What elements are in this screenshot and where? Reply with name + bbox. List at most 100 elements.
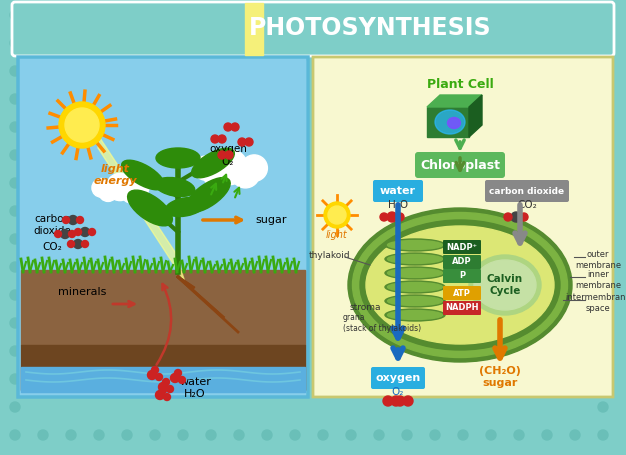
Circle shape bbox=[231, 123, 239, 131]
Circle shape bbox=[81, 228, 90, 237]
Circle shape bbox=[10, 402, 20, 412]
Ellipse shape bbox=[474, 260, 536, 310]
Circle shape bbox=[148, 370, 156, 379]
Circle shape bbox=[178, 376, 185, 384]
Ellipse shape bbox=[192, 148, 234, 178]
Circle shape bbox=[403, 396, 413, 406]
Text: oxygen: oxygen bbox=[376, 373, 421, 383]
Circle shape bbox=[10, 430, 20, 440]
Circle shape bbox=[346, 10, 356, 20]
Ellipse shape bbox=[385, 295, 445, 307]
Text: grana
(stack of thylakoids): grana (stack of thylakoids) bbox=[343, 313, 421, 333]
Text: outer
membrane: outer membrane bbox=[575, 250, 621, 270]
Circle shape bbox=[10, 374, 20, 384]
Ellipse shape bbox=[387, 254, 443, 263]
Circle shape bbox=[598, 206, 608, 216]
Circle shape bbox=[598, 290, 608, 300]
Text: intermembrane
space: intermembrane space bbox=[565, 293, 626, 313]
Circle shape bbox=[121, 181, 143, 203]
Circle shape bbox=[10, 262, 20, 272]
Text: ATP: ATP bbox=[453, 288, 471, 298]
Circle shape bbox=[178, 10, 188, 20]
FancyBboxPatch shape bbox=[12, 2, 614, 56]
Ellipse shape bbox=[186, 177, 230, 212]
FancyBboxPatch shape bbox=[371, 367, 425, 389]
Circle shape bbox=[598, 430, 608, 440]
Polygon shape bbox=[427, 95, 482, 107]
Circle shape bbox=[10, 318, 20, 328]
Text: stroma: stroma bbox=[350, 303, 381, 312]
Bar bbox=[427, 107, 469, 137]
Circle shape bbox=[155, 390, 165, 399]
Circle shape bbox=[122, 10, 132, 20]
Text: thylakoid: thylakoid bbox=[309, 251, 351, 259]
Circle shape bbox=[68, 216, 78, 224]
Text: CO₂: CO₂ bbox=[517, 200, 537, 210]
Circle shape bbox=[514, 10, 524, 20]
Circle shape bbox=[598, 178, 608, 188]
Circle shape bbox=[175, 369, 182, 376]
Circle shape bbox=[10, 178, 20, 188]
Text: CO₂: CO₂ bbox=[42, 242, 62, 252]
Ellipse shape bbox=[387, 297, 443, 305]
Circle shape bbox=[486, 430, 496, 440]
Circle shape bbox=[10, 346, 20, 356]
Circle shape bbox=[10, 38, 20, 48]
Text: water: water bbox=[380, 186, 416, 196]
Circle shape bbox=[106, 173, 133, 201]
Circle shape bbox=[150, 430, 160, 440]
Circle shape bbox=[387, 212, 397, 222]
Circle shape bbox=[65, 108, 99, 142]
Circle shape bbox=[234, 430, 244, 440]
Circle shape bbox=[598, 318, 608, 328]
Circle shape bbox=[206, 10, 216, 20]
Circle shape bbox=[458, 430, 468, 440]
Text: H₂O: H₂O bbox=[184, 389, 206, 399]
Circle shape bbox=[598, 66, 608, 76]
Ellipse shape bbox=[387, 283, 443, 292]
Circle shape bbox=[68, 241, 74, 248]
Circle shape bbox=[486, 10, 496, 20]
Circle shape bbox=[155, 374, 163, 380]
Polygon shape bbox=[98, 135, 185, 282]
Circle shape bbox=[318, 10, 328, 20]
Text: oxygen: oxygen bbox=[209, 144, 247, 154]
Circle shape bbox=[514, 430, 524, 440]
Circle shape bbox=[193, 156, 218, 180]
Circle shape bbox=[598, 346, 608, 356]
Circle shape bbox=[63, 217, 69, 223]
Text: sugar: sugar bbox=[255, 215, 287, 225]
FancyBboxPatch shape bbox=[373, 180, 423, 202]
Ellipse shape bbox=[385, 281, 445, 293]
Ellipse shape bbox=[448, 117, 461, 128]
FancyBboxPatch shape bbox=[18, 57, 308, 397]
Circle shape bbox=[92, 178, 111, 197]
Text: water: water bbox=[179, 377, 211, 387]
Circle shape bbox=[128, 177, 149, 198]
Circle shape bbox=[10, 94, 20, 104]
Circle shape bbox=[10, 10, 20, 20]
FancyBboxPatch shape bbox=[415, 152, 505, 178]
FancyBboxPatch shape bbox=[443, 269, 481, 283]
Ellipse shape bbox=[387, 310, 443, 319]
Circle shape bbox=[10, 290, 20, 300]
Circle shape bbox=[542, 10, 552, 20]
Circle shape bbox=[511, 212, 521, 222]
Circle shape bbox=[178, 430, 188, 440]
Circle shape bbox=[598, 122, 608, 132]
Ellipse shape bbox=[360, 220, 560, 350]
Circle shape bbox=[163, 379, 170, 385]
Circle shape bbox=[598, 150, 608, 160]
Text: minerals: minerals bbox=[58, 287, 106, 297]
Circle shape bbox=[238, 138, 246, 146]
Circle shape bbox=[10, 66, 20, 76]
Circle shape bbox=[163, 394, 170, 400]
Circle shape bbox=[542, 430, 552, 440]
Circle shape bbox=[66, 10, 76, 20]
Circle shape bbox=[598, 374, 608, 384]
Circle shape bbox=[68, 231, 76, 238]
Circle shape bbox=[346, 430, 356, 440]
Circle shape bbox=[402, 430, 412, 440]
FancyBboxPatch shape bbox=[443, 240, 481, 254]
Circle shape bbox=[38, 430, 48, 440]
